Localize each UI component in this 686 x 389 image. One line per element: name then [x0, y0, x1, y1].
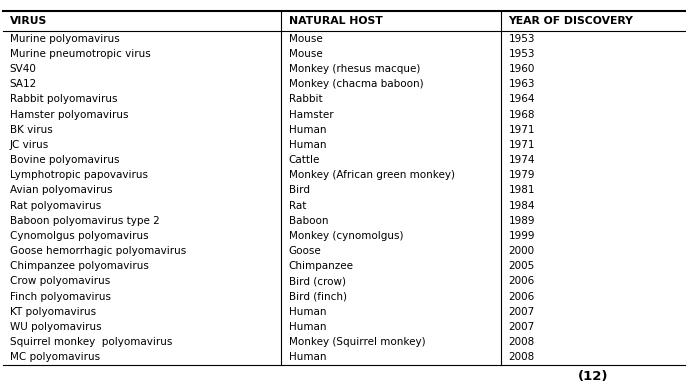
Text: (12): (12) [578, 370, 608, 384]
Text: Bird (crow): Bird (crow) [289, 277, 346, 286]
Text: Bird (finch): Bird (finch) [289, 292, 347, 301]
Text: Baboon polyomavirus type 2: Baboon polyomavirus type 2 [10, 216, 159, 226]
Text: Cynomolgus polyomavirus: Cynomolgus polyomavirus [10, 231, 148, 241]
Text: Goose hemorrhagic polyomavirus: Goose hemorrhagic polyomavirus [10, 246, 186, 256]
Text: 1960: 1960 [508, 64, 534, 74]
Text: 1971: 1971 [508, 140, 535, 150]
Text: Lymphotropic papovavirus: Lymphotropic papovavirus [10, 170, 147, 180]
Text: Rat polyomavirus: Rat polyomavirus [10, 201, 101, 210]
Text: YEAR OF DISCOVERY: YEAR OF DISCOVERY [508, 16, 633, 26]
Text: 2006: 2006 [508, 277, 534, 286]
Text: 1968: 1968 [508, 110, 535, 119]
Text: 1963: 1963 [508, 79, 535, 89]
Text: Crow polyomavirus: Crow polyomavirus [10, 277, 110, 286]
Text: Rat: Rat [289, 201, 306, 210]
Text: Goose: Goose [289, 246, 322, 256]
Text: 1953: 1953 [508, 49, 535, 59]
Text: Chimpanzee: Chimpanzee [289, 261, 354, 271]
Text: WU polyomavirus: WU polyomavirus [10, 322, 102, 332]
Text: 1984: 1984 [508, 201, 535, 210]
Text: 1999: 1999 [508, 231, 535, 241]
Text: 1953: 1953 [508, 34, 535, 44]
Text: Finch polyomavirus: Finch polyomavirus [10, 292, 110, 301]
Text: Baboon: Baboon [289, 216, 329, 226]
Text: Monkey (cynomolgus): Monkey (cynomolgus) [289, 231, 403, 241]
Text: Avian polyomavirus: Avian polyomavirus [10, 186, 112, 195]
Text: Murine polyomavirus: Murine polyomavirus [10, 34, 119, 44]
Text: Monkey (African green monkey): Monkey (African green monkey) [289, 170, 455, 180]
Text: 2007: 2007 [508, 307, 534, 317]
Text: Mouse: Mouse [289, 34, 322, 44]
Text: Human: Human [289, 125, 327, 135]
Text: 1974: 1974 [508, 155, 535, 165]
Text: Monkey (chacma baboon): Monkey (chacma baboon) [289, 79, 423, 89]
Text: Human: Human [289, 352, 327, 362]
Text: 1964: 1964 [508, 95, 535, 104]
Text: Human: Human [289, 140, 327, 150]
Text: SA12: SA12 [10, 79, 37, 89]
Text: Hamster polyomavirus: Hamster polyomavirus [10, 110, 128, 119]
Text: Murine pneumotropic virus: Murine pneumotropic virus [10, 49, 150, 59]
Text: Mouse: Mouse [289, 49, 322, 59]
Text: 1989: 1989 [508, 216, 535, 226]
Text: SV40: SV40 [10, 64, 36, 74]
Text: Monkey (Squirrel monkey): Monkey (Squirrel monkey) [289, 337, 425, 347]
Text: MC polyomavirus: MC polyomavirus [10, 352, 99, 362]
Text: 1981: 1981 [508, 186, 535, 195]
Text: KT polyomavirus: KT polyomavirus [10, 307, 96, 317]
Text: Monkey (rhesus macque): Monkey (rhesus macque) [289, 64, 421, 74]
Text: 2005: 2005 [508, 261, 534, 271]
Text: 1971: 1971 [508, 125, 535, 135]
Text: Human: Human [289, 322, 327, 332]
Text: VIRUS: VIRUS [10, 16, 47, 26]
Text: 2008: 2008 [508, 352, 534, 362]
Text: 2008: 2008 [508, 337, 534, 347]
Text: 1979: 1979 [508, 170, 535, 180]
Text: 2000: 2000 [508, 246, 534, 256]
Text: Bovine polyomavirus: Bovine polyomavirus [10, 155, 119, 165]
Text: 2006: 2006 [508, 292, 534, 301]
Text: BK virus: BK virus [10, 125, 52, 135]
Text: Bird: Bird [289, 186, 310, 195]
Text: Human: Human [289, 307, 327, 317]
Text: Cattle: Cattle [289, 155, 320, 165]
Text: 2007: 2007 [508, 322, 534, 332]
Text: Hamster: Hamster [289, 110, 333, 119]
Text: Squirrel monkey  polyomavirus: Squirrel monkey polyomavirus [10, 337, 172, 347]
Text: Rabbit polyomavirus: Rabbit polyomavirus [10, 95, 117, 104]
Text: Chimpanzee polyomavirus: Chimpanzee polyomavirus [10, 261, 148, 271]
Text: NATURAL HOST: NATURAL HOST [289, 16, 383, 26]
Text: Rabbit: Rabbit [289, 95, 322, 104]
Text: JC virus: JC virus [10, 140, 49, 150]
